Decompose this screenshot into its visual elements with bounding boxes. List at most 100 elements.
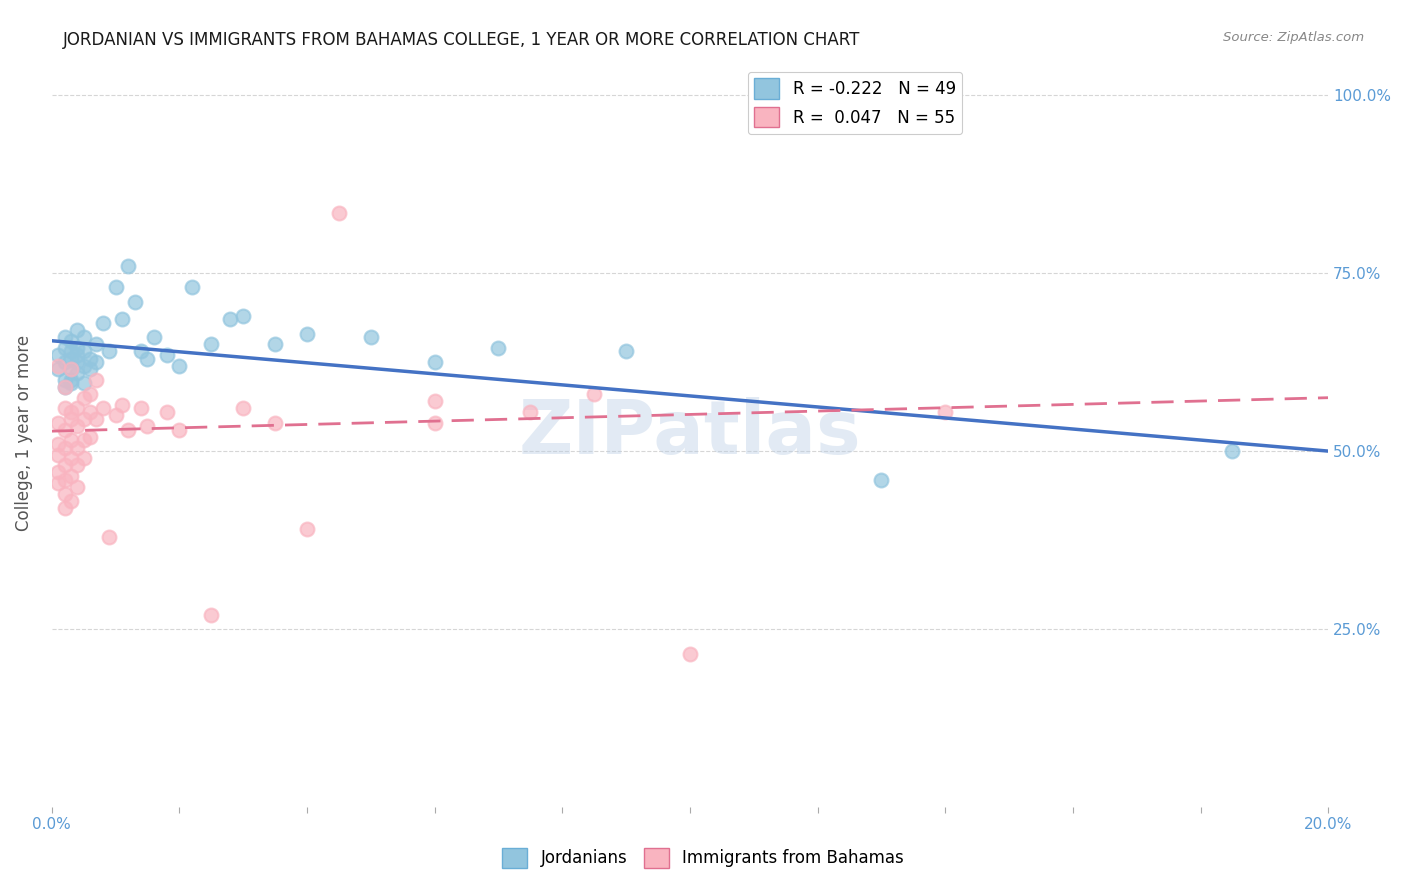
Y-axis label: College, 1 year or more: College, 1 year or more [15, 335, 32, 532]
Point [59, 362, 82, 376]
Point [111, 312, 134, 326]
Text: Source: ZipAtlas.com: Source: ZipAtlas.com [1223, 31, 1364, 45]
Point [66, 401, 89, 416]
Point [111, 398, 134, 412]
Point [59, 412, 82, 426]
Point [59, 494, 82, 508]
Point [79, 351, 101, 366]
Point [934, 405, 956, 419]
Point [46, 476, 69, 491]
Point [156, 348, 179, 362]
Point [200, 337, 222, 351]
Point [53, 330, 76, 344]
Point [232, 401, 254, 416]
Point [1222, 444, 1244, 458]
Point [181, 280, 204, 294]
Point [86, 412, 108, 426]
Point [200, 607, 222, 622]
Point [53, 487, 76, 501]
Point [59, 373, 82, 387]
Point [73, 451, 96, 466]
Point [488, 341, 510, 355]
Point [46, 359, 69, 373]
Point [46, 348, 69, 362]
Point [423, 416, 446, 430]
Point [73, 330, 96, 344]
Point [98, 529, 121, 543]
Point [264, 337, 287, 351]
Point [46, 466, 69, 480]
Point [59, 469, 82, 483]
Point [295, 522, 318, 536]
Point [59, 344, 82, 359]
Point [59, 334, 82, 348]
Point [156, 405, 179, 419]
Point [66, 419, 89, 434]
Point [46, 437, 69, 451]
Point [53, 373, 76, 387]
Point [73, 412, 96, 426]
Point [86, 337, 108, 351]
Point [79, 387, 101, 401]
Point [79, 362, 101, 376]
Point [136, 351, 159, 366]
Point [53, 501, 76, 516]
Point [66, 355, 89, 369]
Point [59, 351, 82, 366]
Point [59, 451, 82, 466]
Point [53, 473, 76, 487]
Point [104, 280, 127, 294]
Point [423, 355, 446, 369]
Point [129, 401, 152, 416]
Point [73, 359, 96, 373]
Point [53, 441, 76, 455]
Point [219, 312, 242, 326]
Legend: Jordanians, Immigrants from Bahamas: Jordanians, Immigrants from Bahamas [495, 841, 911, 875]
Point [264, 416, 287, 430]
Point [59, 434, 82, 448]
Point [59, 362, 82, 376]
Point [136, 419, 159, 434]
Point [169, 359, 191, 373]
Point [423, 394, 446, 409]
Point [91, 401, 114, 416]
Point [53, 341, 76, 355]
Point [53, 380, 76, 394]
Text: ZIPatlas: ZIPatlas [519, 397, 862, 470]
Point [519, 405, 541, 419]
Point [66, 366, 89, 380]
Point [66, 341, 89, 355]
Point [117, 259, 139, 273]
Point [53, 423, 76, 437]
Point [66, 441, 89, 455]
Point [104, 409, 127, 423]
Point [73, 434, 96, 448]
Point [870, 473, 893, 487]
Point [614, 344, 637, 359]
Point [53, 401, 76, 416]
Point [46, 448, 69, 462]
Point [73, 376, 96, 391]
Point [66, 323, 89, 337]
Point [66, 458, 89, 473]
Point [79, 405, 101, 419]
Point [79, 430, 101, 444]
Point [583, 387, 606, 401]
Point [142, 330, 165, 344]
Point [117, 423, 139, 437]
Point [53, 380, 76, 394]
Point [169, 423, 191, 437]
Point [679, 647, 702, 661]
Point [53, 355, 76, 369]
Point [360, 330, 382, 344]
Point [328, 205, 350, 219]
Text: JORDANIAN VS IMMIGRANTS FROM BAHAMAS COLLEGE, 1 YEAR OR MORE CORRELATION CHART: JORDANIAN VS IMMIGRANTS FROM BAHAMAS COL… [63, 31, 860, 49]
Point [53, 458, 76, 473]
Point [59, 376, 82, 391]
Point [59, 405, 82, 419]
Point [46, 416, 69, 430]
Point [66, 480, 89, 494]
Point [73, 391, 96, 405]
Point [91, 316, 114, 330]
Point [232, 309, 254, 323]
